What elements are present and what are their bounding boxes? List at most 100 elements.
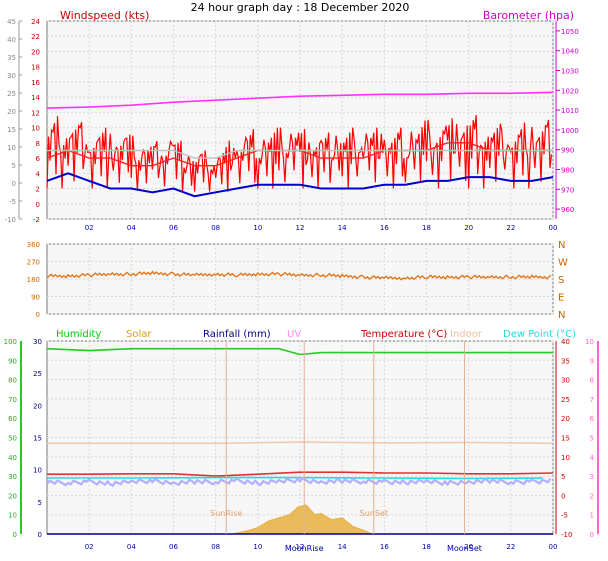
temperature-x-tick-label: 16 <box>380 543 389 551</box>
wind-right-tick-label: 1020 <box>561 87 579 95</box>
temperature-tick-label: -5 <box>561 512 568 520</box>
temperature-x-tick-label: 12 <box>296 543 305 551</box>
wind-left-tick-label: 8 <box>36 140 40 148</box>
wind-right-tick-label: 990 <box>561 147 574 155</box>
temperature-x-tick-label: 10 <box>253 543 262 551</box>
wind-x-tick-label: 16 <box>380 224 389 232</box>
legend-item: Solar <box>126 329 152 340</box>
temperature-tick-label: 15 <box>561 435 570 443</box>
wind-left-tick-label: -2 <box>33 216 40 224</box>
wind-outer-tick-label: 0 <box>12 180 16 188</box>
wind-right-tick-label: 960 <box>561 206 574 214</box>
humidity-tick-label: 40 <box>8 454 17 462</box>
uv-tick-label: 2 <box>590 492 594 500</box>
wind-right-tick-label: 1030 <box>561 68 579 76</box>
humidity-tick-label: 100 <box>4 338 17 346</box>
compass-label: W <box>558 258 568 269</box>
wind-outer-tick-label: 25 <box>7 90 16 98</box>
wind-outer-tick-label: 20 <box>7 108 16 116</box>
uv-tick-label: 1 <box>590 512 594 520</box>
wind-left-tick-label: 18 <box>31 64 40 72</box>
wind-left-tick-label: 12 <box>31 109 40 117</box>
humidity-tick-label: 10 <box>8 512 17 520</box>
temperature-tick-label: 30 <box>561 377 570 385</box>
legend-item: Dew Point (°C) <box>503 329 576 340</box>
temperature-x-tick-label: 08 <box>211 543 220 551</box>
temperature-x-tick-label: 18 <box>422 543 431 551</box>
wind-x-tick-label: 20 <box>464 224 473 232</box>
wind-direction-line <box>46 270 552 281</box>
legend-item: Temperature (°C) <box>360 329 447 340</box>
temperature-x-tick-label: 06 <box>169 543 178 551</box>
rain-tick-label: 0 <box>38 531 42 539</box>
direction-tick-label: 90 <box>31 294 40 302</box>
uv-tick-label: 3 <box>590 473 594 481</box>
uv-tick-label: 4 <box>590 454 595 462</box>
wind-x-tick-label: 10 <box>253 224 262 232</box>
wind-left-tick-label: 24 <box>31 18 40 26</box>
wind-right-label: Barometer (hpa) <box>483 9 574 22</box>
direction-tick-label: 0 <box>36 311 40 319</box>
wind-left-tick-label: 0 <box>36 201 40 209</box>
uv-tick-label: 10 <box>585 338 594 346</box>
temperature-tick-label: -10 <box>561 531 572 539</box>
rain-tick-label: 25 <box>33 370 42 378</box>
series-line-humidity <box>46 347 553 356</box>
legend-item: UV <box>287 329 301 340</box>
uv-tick-label: 0 <box>590 531 594 539</box>
wind-x-tick-label: 22 <box>506 224 515 232</box>
wind-x-tick-label: 00 <box>549 224 558 232</box>
humidity-tick-label: 60 <box>8 415 17 423</box>
humidity-tick-label: 90 <box>8 357 17 365</box>
temperature-panel: Humidity Solar Rainfall (mm) UV Temperature … <box>4 329 599 553</box>
annotation-label: MoonRise <box>285 544 324 553</box>
humidity-tick-label: 30 <box>8 473 17 481</box>
wind-x-tick-label: 04 <box>127 224 136 232</box>
wind-left-tick-label: 4 <box>36 170 41 178</box>
annotation-label: MoonSet <box>447 544 482 553</box>
wind-outer-tick-label: -5 <box>9 198 16 206</box>
wind-right-tick-label: 980 <box>561 167 574 175</box>
humidity-tick-label: 20 <box>8 492 17 500</box>
rain-tick-label: 15 <box>33 435 42 443</box>
temperature-x-tick-label: 14 <box>338 543 347 551</box>
wind-outer-tick-label: 35 <box>7 54 16 62</box>
series-line-wind-gust <box>47 149 553 159</box>
wind-left-tick-label: 20 <box>31 48 40 56</box>
temperature-x-tick-label: 04 <box>127 543 136 551</box>
rain-tick-label: 10 <box>33 467 42 475</box>
uv-tick-label: 9 <box>590 357 594 365</box>
series-line-temperature-c- <box>47 471 554 477</box>
wind-outer-tick-label: 10 <box>7 144 16 152</box>
wind-left-tick-label: 2 <box>36 186 40 194</box>
temperature-x-tick-label: 20 <box>464 543 473 551</box>
series-line-wind-chill <box>46 476 552 488</box>
graph-title: 24 hour graph day : 18 December 2020 <box>191 1 410 14</box>
wind-right-tick-label: 1040 <box>561 48 579 56</box>
wind-left-tick-label: 6 <box>36 155 41 163</box>
uv-tick-label: 5 <box>590 435 594 443</box>
wind-left-tick-label: 10 <box>31 125 40 133</box>
compass-label: N <box>558 310 565 321</box>
direction-tick-label: 270 <box>27 259 40 267</box>
wind-outer-tick-label: 40 <box>7 36 16 44</box>
wind-x-tick-label: 12 <box>296 224 305 232</box>
wind-x-tick-label: 18 <box>422 224 431 232</box>
series-line-indoor <box>47 441 554 445</box>
wind-x-tick-label: 06 <box>169 224 178 232</box>
wind-outer-tick-label: 15 <box>7 126 16 134</box>
rain-tick-label: 5 <box>38 499 42 507</box>
wind-outer-tick-label: 45 <box>7 18 16 26</box>
wind-x-tick-label: 02 <box>85 224 94 232</box>
humidity-tick-label: 80 <box>8 377 17 385</box>
temperature-tick-label: 40 <box>561 338 570 346</box>
temperature-tick-label: 0 <box>561 492 565 500</box>
legend-item: Indoor <box>450 329 483 340</box>
uv-tick-label: 7 <box>590 396 594 404</box>
compass-label: E <box>558 293 564 304</box>
legend-item: Humidity <box>56 329 101 340</box>
wind-speed-band-line <box>46 115 553 192</box>
wind-left-tick-label: 16 <box>31 79 40 87</box>
series-line-barometer-hpa- <box>46 91 554 109</box>
